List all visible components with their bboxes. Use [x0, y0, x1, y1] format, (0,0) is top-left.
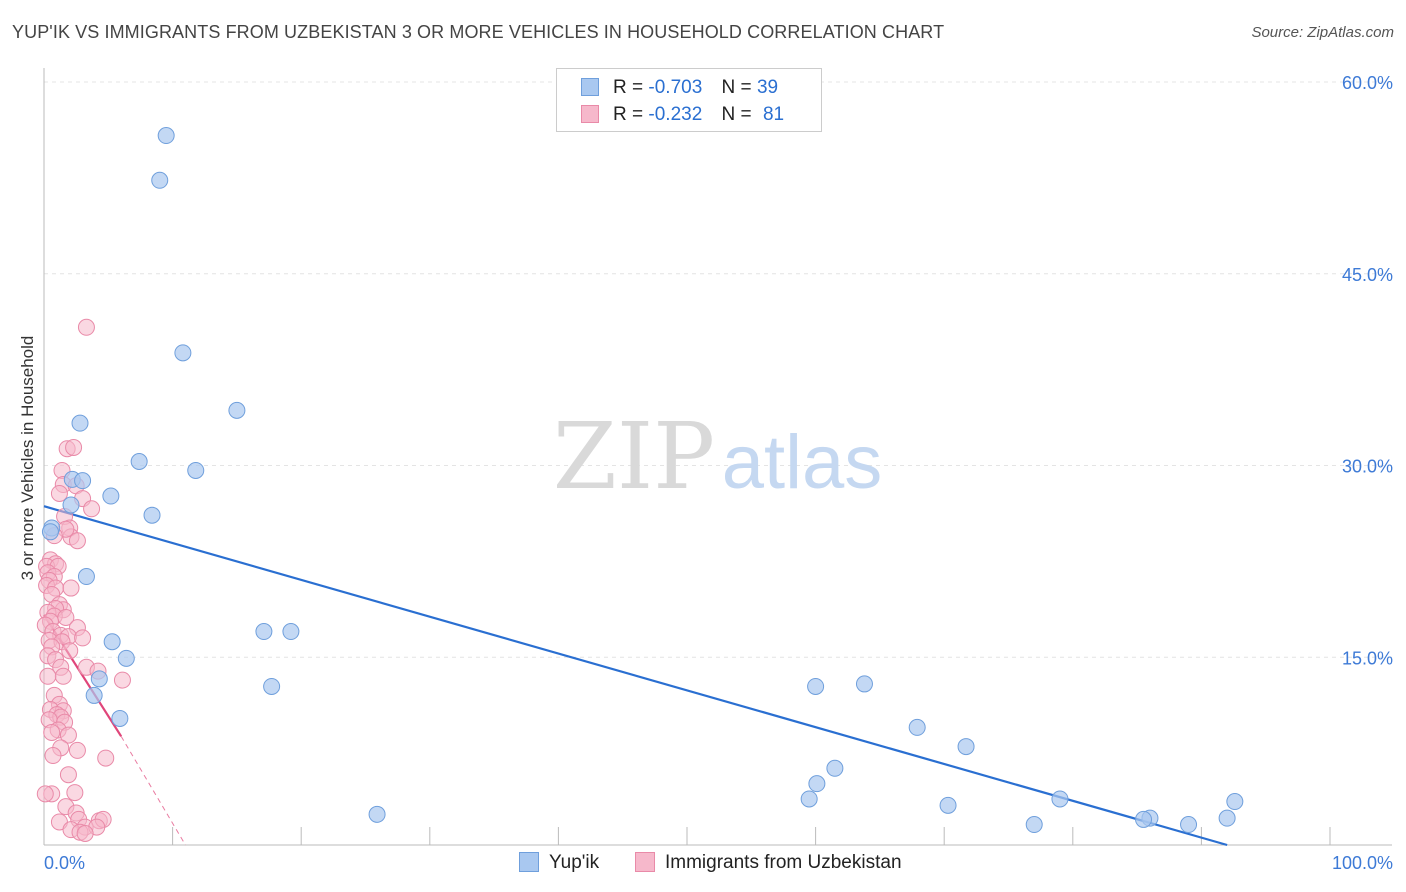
- point-uzbekistan: [77, 318, 95, 336]
- point-yupik: [826, 759, 844, 777]
- tick-labels: 15.0% 30.0% 45.0% 60.0% 0.0% 100.0%: [44, 73, 1393, 873]
- point-uzbekistan: [68, 741, 86, 759]
- point-yupik: [77, 568, 95, 586]
- point-uzbekistan: [44, 747, 62, 765]
- point-yupik: [855, 675, 873, 693]
- point-yupik: [41, 523, 59, 541]
- point-yupik: [111, 709, 129, 727]
- bottom-legend-swatch-yupik: [519, 852, 539, 872]
- point-uzbekistan: [50, 484, 68, 502]
- point-yupik: [282, 623, 300, 641]
- legend-n-label: N =: [721, 104, 752, 125]
- point-yupik: [1135, 810, 1153, 828]
- point-yupik: [174, 344, 192, 362]
- point-uzbekistan: [59, 726, 77, 744]
- point-yupik: [263, 677, 281, 695]
- point-uzbekistan: [54, 667, 72, 685]
- axes: [43, 68, 1392, 846]
- legend-r-value: -0.703: [648, 77, 703, 98]
- point-yupik: [85, 686, 103, 704]
- bottom-legend-label: Immigrants from Uzbekistan: [665, 852, 902, 873]
- point-yupik: [157, 127, 175, 145]
- legend-n-value: 81: [762, 104, 785, 125]
- legend-n-label: N =: [721, 77, 752, 98]
- point-yupik: [102, 487, 120, 505]
- point-uzbekistan: [61, 642, 79, 660]
- legend-n-value: 39: [756, 77, 779, 98]
- bottom-legend-swatch-uzbekistan: [635, 852, 655, 872]
- point-yupik: [103, 633, 121, 651]
- point-yupik: [939, 796, 957, 814]
- point-uzbekistan: [76, 824, 94, 842]
- y-tick-label: 60.0%: [1342, 73, 1393, 93]
- trendlines: [43, 505, 1228, 847]
- point-yupik: [1226, 793, 1244, 811]
- chart-title: YUP'IK VS IMMIGRANTS FROM UZBEKISTAN 3 O…: [12, 22, 945, 42]
- point-uzbekistan: [43, 724, 61, 742]
- point-yupik: [62, 496, 80, 514]
- point-uzbekistan: [83, 500, 101, 518]
- point-yupik: [1218, 809, 1236, 827]
- legend-r-value: -0.232: [648, 104, 703, 125]
- point-uzbekistan: [62, 579, 80, 597]
- legend-swatch-yupik: [581, 78, 599, 96]
- point-uzbekistan: [68, 532, 86, 550]
- point-yupik: [807, 677, 825, 695]
- bottom-legend-uzbekistan[interactable]: Immigrants from Uzbekistan: [635, 852, 902, 874]
- point-yupik: [228, 401, 246, 419]
- bottom-legend-yupik[interactable]: Yup'ik: [519, 852, 599, 874]
- point-yupik: [187, 461, 205, 479]
- point-uzbekistan: [39, 667, 57, 685]
- point-yupik: [808, 775, 826, 793]
- data-points: [36, 127, 1244, 842]
- point-uzbekistan: [113, 671, 131, 689]
- watermark: ZIP atlas: [553, 403, 882, 510]
- source-credit: Source: ZipAtlas.com: [1251, 24, 1394, 41]
- point-uzbekistan: [97, 749, 115, 767]
- point-yupik: [1180, 816, 1198, 834]
- legend-r-label: R =: [613, 104, 644, 125]
- point-uzbekistan: [65, 438, 83, 456]
- legend-row-yupik: R = -0.703 N = 39: [581, 77, 778, 99]
- trendline-uzbekistan-extension: [120, 736, 186, 846]
- point-yupik: [255, 623, 273, 641]
- trendline-yupik: [43, 505, 1228, 847]
- y-tick-label: 45.0%: [1342, 265, 1393, 285]
- y-tick-label: 15.0%: [1342, 648, 1393, 668]
- point-yupik: [1051, 790, 1069, 808]
- legend-r-label: R =: [613, 77, 644, 98]
- point-yupik: [800, 790, 818, 808]
- point-uzbekistan: [59, 766, 77, 784]
- watermark-atlas: atlas: [722, 420, 883, 505]
- point-uzbekistan: [74, 629, 92, 647]
- x-tick-label-min: 0.0%: [44, 853, 85, 873]
- gridlines: [44, 81, 1392, 658]
- point-yupik: [71, 414, 89, 432]
- legend: R = -0.703 N = 39 R = -0.232 N = 81: [556, 68, 822, 132]
- point-yupik: [90, 670, 108, 688]
- point-yupik: [130, 453, 148, 470]
- point-yupik: [151, 171, 169, 189]
- point-yupik: [117, 649, 135, 667]
- legend-row-uzbekistan: R = -0.232 N = 81: [581, 104, 784, 126]
- x-tick-label-max: 100.0%: [1332, 853, 1393, 873]
- point-yupik: [908, 718, 926, 736]
- point-yupik: [74, 472, 92, 490]
- point-uzbekistan: [66, 784, 84, 802]
- watermark-zip: ZIP: [553, 403, 715, 510]
- y-tick-label: 30.0%: [1342, 457, 1393, 477]
- point-yupik: [957, 738, 975, 756]
- legend-swatch-uzbekistan: [581, 105, 599, 123]
- bottom-legend-label: Yup'ik: [549, 852, 600, 873]
- point-yupik: [143, 506, 161, 524]
- point-uzbekistan: [36, 785, 54, 803]
- point-yupik: [368, 805, 386, 823]
- point-yupik: [1025, 816, 1043, 834]
